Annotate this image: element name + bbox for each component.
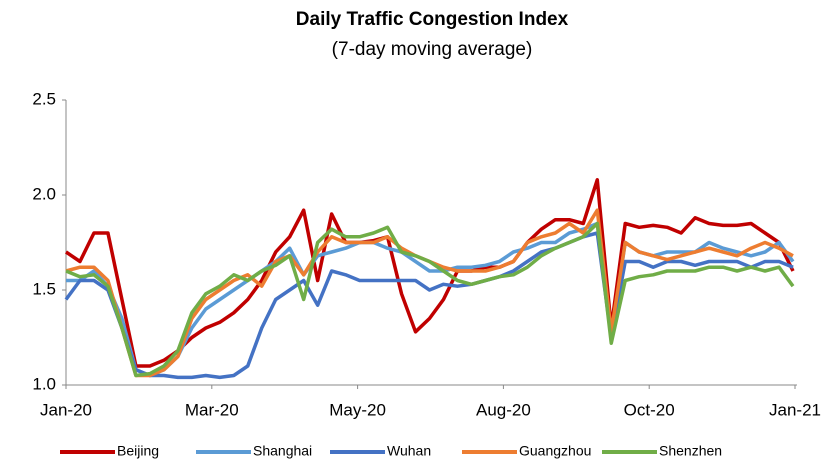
legend-label: Wuhan — [387, 443, 431, 459]
x-tick-label: Aug-20 — [476, 400, 531, 419]
series-line — [65, 221, 795, 378]
legend-label: Shenzhen — [659, 443, 722, 459]
chart-subtitle: (7-day moving average) — [332, 39, 533, 60]
series-line — [66, 221, 795, 378]
x-tick-label: Jan-20 — [40, 400, 92, 419]
series-line — [64, 231, 794, 380]
series-line — [65, 178, 795, 368]
legend-label: Guangzhou — [519, 443, 591, 459]
y-tick-label: 2.0 — [32, 184, 56, 203]
y-tick-label: 1.5 — [32, 279, 56, 298]
x-tick-label: May-20 — [329, 400, 386, 419]
chart-title: Daily Traffic Congestion Index — [296, 9, 569, 30]
legend-label: Beijing — [117, 443, 159, 459]
legend-label: Shanghai — [253, 443, 312, 459]
x-tick-label: Jan-21 — [769, 400, 821, 419]
x-tick-label: Oct-20 — [624, 400, 675, 419]
x-tick-label: Mar-20 — [185, 400, 239, 419]
y-tick-label: 2.5 — [32, 89, 56, 108]
y-tick-label: 1.0 — [32, 374, 56, 393]
